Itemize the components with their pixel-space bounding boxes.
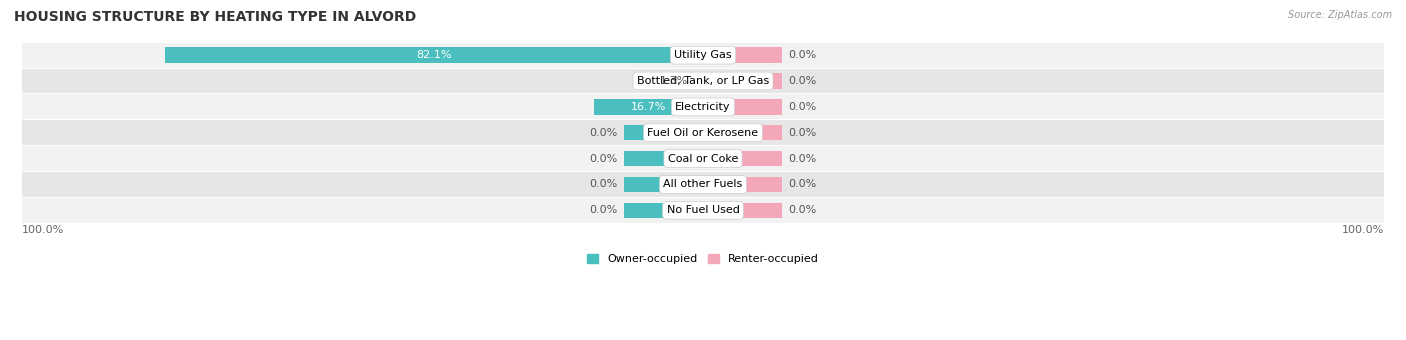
- Text: 82.1%: 82.1%: [416, 50, 451, 60]
- Bar: [593, 99, 703, 115]
- Bar: [21, 69, 1385, 94]
- Text: 100.0%: 100.0%: [21, 225, 63, 235]
- Bar: [624, 203, 703, 218]
- Text: 0.0%: 0.0%: [789, 128, 817, 138]
- Text: No Fuel Used: No Fuel Used: [666, 205, 740, 215]
- Text: Bottled, Tank, or LP Gas: Bottled, Tank, or LP Gas: [637, 76, 769, 86]
- Bar: [21, 172, 1385, 197]
- Text: 0.0%: 0.0%: [789, 102, 817, 112]
- Bar: [21, 43, 1385, 68]
- Legend: Owner-occupied, Renter-occupied: Owner-occupied, Renter-occupied: [582, 249, 824, 268]
- Text: 0.0%: 0.0%: [789, 180, 817, 189]
- Bar: [165, 47, 703, 63]
- Bar: [695, 73, 703, 89]
- Text: 0.0%: 0.0%: [789, 76, 817, 86]
- Bar: [624, 125, 703, 140]
- Text: 0.0%: 0.0%: [789, 205, 817, 215]
- Text: 1.3%: 1.3%: [659, 76, 688, 86]
- Text: HOUSING STRUCTURE BY HEATING TYPE IN ALVORD: HOUSING STRUCTURE BY HEATING TYPE IN ALV…: [14, 10, 416, 24]
- Text: All other Fuels: All other Fuels: [664, 180, 742, 189]
- Bar: [21, 120, 1385, 145]
- Bar: [624, 177, 703, 192]
- Text: Fuel Oil or Kerosene: Fuel Oil or Kerosene: [647, 128, 759, 138]
- Bar: [703, 177, 782, 192]
- Text: 0.0%: 0.0%: [589, 128, 617, 138]
- Text: Coal or Coke: Coal or Coke: [668, 154, 738, 164]
- Text: 0.0%: 0.0%: [789, 154, 817, 164]
- Bar: [21, 146, 1385, 171]
- Text: Utility Gas: Utility Gas: [675, 50, 731, 60]
- Bar: [703, 47, 782, 63]
- Text: Source: ZipAtlas.com: Source: ZipAtlas.com: [1288, 10, 1392, 20]
- Text: 100.0%: 100.0%: [1343, 225, 1385, 235]
- Text: 0.0%: 0.0%: [589, 180, 617, 189]
- Bar: [624, 151, 703, 166]
- Text: 16.7%: 16.7%: [631, 102, 666, 112]
- Bar: [703, 151, 782, 166]
- Bar: [21, 198, 1385, 223]
- Text: Electricity: Electricity: [675, 102, 731, 112]
- Text: 0.0%: 0.0%: [789, 50, 817, 60]
- Bar: [21, 95, 1385, 119]
- Bar: [703, 73, 782, 89]
- Text: 0.0%: 0.0%: [589, 205, 617, 215]
- Bar: [703, 203, 782, 218]
- Bar: [703, 125, 782, 140]
- Text: 0.0%: 0.0%: [589, 154, 617, 164]
- Bar: [703, 99, 782, 115]
